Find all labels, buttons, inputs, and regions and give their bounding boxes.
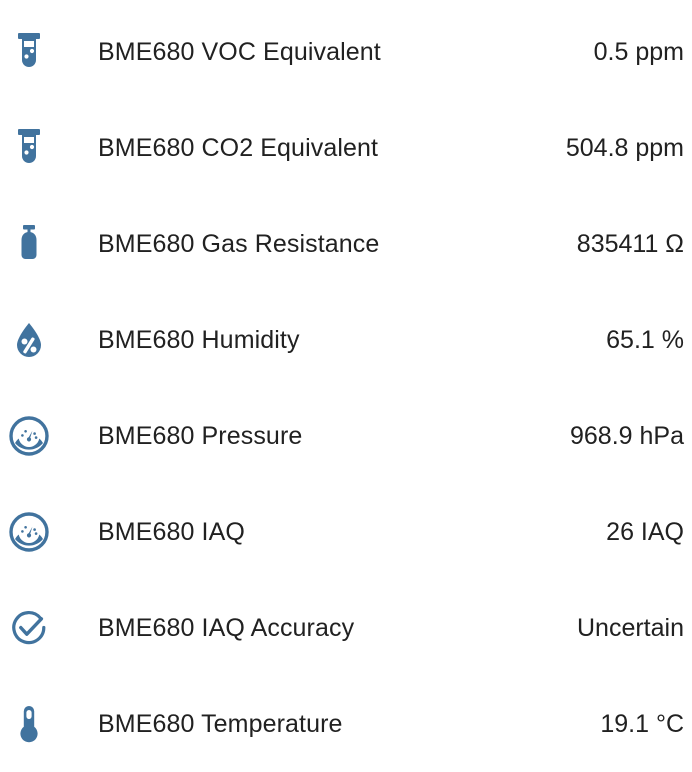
list-item-label: BME680 Humidity: [98, 326, 300, 354]
list-item-value: 968.9 hPa: [570, 422, 684, 450]
list-item[interactable]: BME680 VOC Equivalent 0.5 ppm: [0, 4, 692, 100]
list-item-label: BME680 Pressure: [98, 422, 303, 450]
list-item-label: BME680 CO2 Equivalent: [98, 134, 379, 162]
list-item-label: BME680 IAQ Accuracy: [98, 614, 355, 642]
list-item-value: 0.5 ppm: [593, 38, 684, 66]
thermometer-icon: [5, 700, 53, 748]
gauge-icon: [5, 412, 53, 460]
list-item[interactable]: BME680 Pressure 968.9 hPa: [0, 388, 692, 484]
list-item[interactable]: BME680 Gas Resistance 835411 Ω: [0, 196, 692, 292]
list-item-value: 504.8 ppm: [565, 134, 684, 162]
list-item[interactable]: BME680 Humidity 65.1 %: [0, 292, 692, 388]
list-item[interactable]: BME680 CO2 Equivalent 504.8 ppm: [0, 100, 692, 196]
test-tube-icon: [5, 124, 53, 172]
list-item[interactable]: BME680 IAQ 26 IAQ: [0, 484, 692, 580]
list-item-label: BME680 IAQ: [98, 518, 245, 546]
list-item[interactable]: BME680 IAQ Accuracy Uncertain: [0, 580, 692, 676]
list-item-value: 26 IAQ: [606, 518, 684, 546]
list-item-value: Uncertain: [577, 614, 684, 642]
list-item-label: BME680 Temperature: [98, 710, 343, 738]
water-percent-drop-icon: [5, 316, 53, 364]
gauge-icon: [5, 508, 53, 556]
list-item-value: 835411 Ω: [576, 230, 684, 258]
check-circle-outline-icon: [5, 604, 53, 652]
gas-cylinder-icon: [5, 220, 53, 268]
list-item-value: 19.1 °C: [600, 710, 684, 738]
bme680-sensor-list: BME680 VOC Equivalent 0.5 ppm BME680 CO2…: [0, 4, 692, 743]
list-item[interactable]: BME680 Temperature 19.1 °C: [0, 676, 692, 772]
test-tube-icon: [5, 28, 53, 76]
list-item-label: BME680 VOC Equivalent: [98, 38, 381, 66]
list-item-label: BME680 Gas Resistance: [98, 230, 380, 258]
list-item-value: 65.1 %: [606, 326, 684, 354]
